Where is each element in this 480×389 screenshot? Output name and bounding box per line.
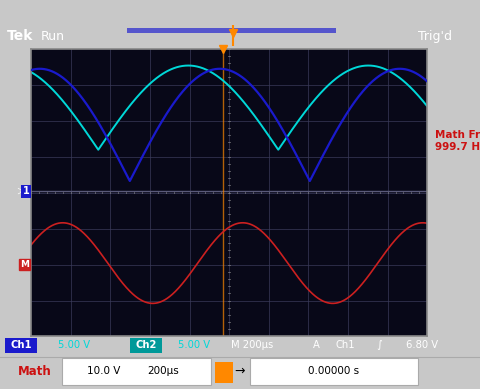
Bar (5, 338, 37, 352)
Text: ∫: ∫ (376, 340, 382, 350)
Text: 5.00 V: 5.00 V (59, 340, 90, 350)
Text: 0.00000 s: 0.00000 s (308, 366, 359, 377)
Text: 6.80 V: 6.80 V (407, 340, 438, 350)
Bar (250, 358, 418, 385)
Text: M 200μs: M 200μs (231, 340, 273, 350)
Text: A: A (313, 340, 320, 350)
Text: Ch1: Ch1 (336, 340, 355, 350)
Text: Math: Math (18, 365, 52, 378)
Text: Run: Run (41, 30, 65, 43)
Text: Ch1: Ch1 (10, 340, 32, 350)
Text: 5.00 V: 5.00 V (179, 340, 210, 350)
Text: M: M (20, 260, 29, 269)
Text: Math Freq
999.7 Hz: Math Freq 999.7 Hz (435, 130, 480, 152)
Text: Tek: Tek (7, 29, 34, 43)
Text: Ch2: Ch2 (135, 340, 156, 350)
Bar (62, 358, 211, 385)
Bar (130, 338, 162, 352)
Bar (215, 362, 233, 383)
Text: 200μs: 200μs (147, 366, 179, 377)
Bar (127, 28, 336, 33)
Text: Trig'd: Trig'd (418, 30, 452, 43)
Text: 10.0 V: 10.0 V (86, 366, 120, 377)
Text: 1: 1 (23, 186, 29, 196)
Text: →: → (235, 365, 245, 378)
